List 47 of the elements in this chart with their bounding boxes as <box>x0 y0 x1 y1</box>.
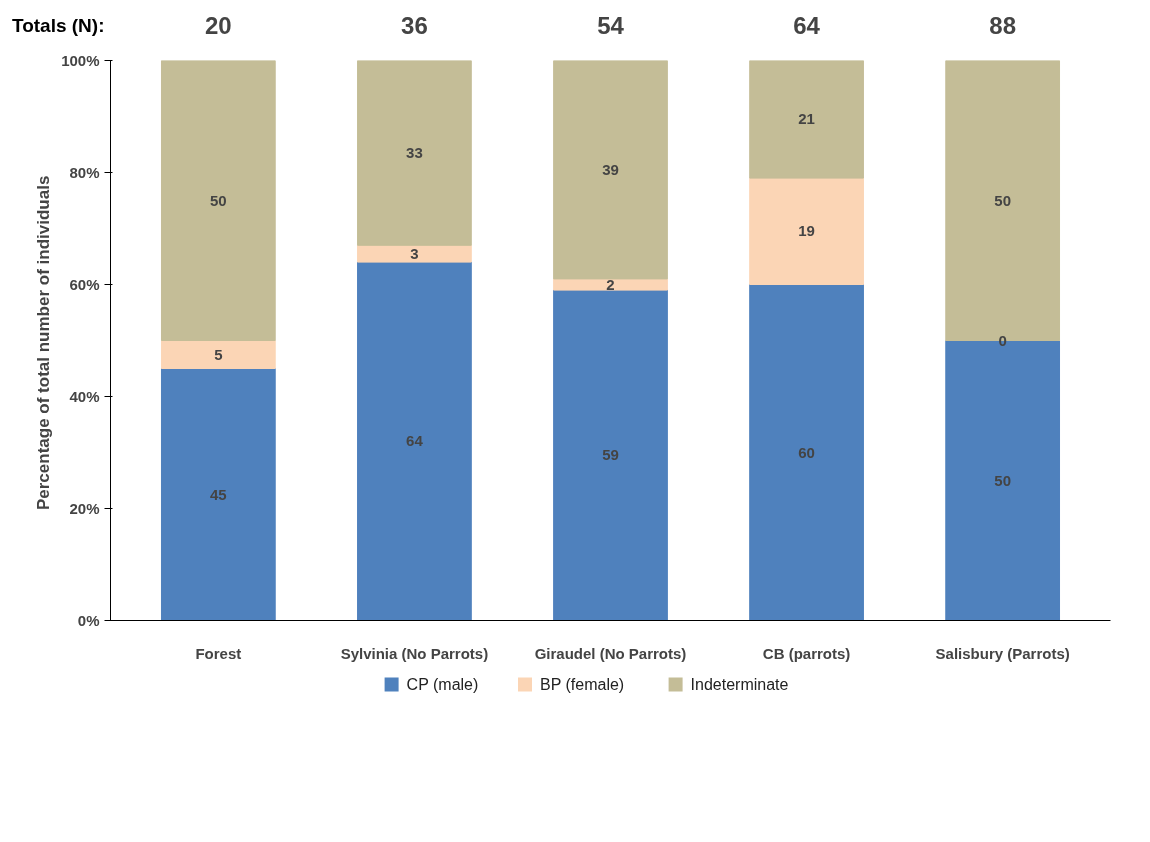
y-tick-label: 100% <box>61 52 100 69</box>
x-tick-label: Giraudel (No Parrots) <box>534 644 687 662</box>
y-tick-label: 0% <box>77 612 100 629</box>
legend-label: CP (male) <box>406 676 479 693</box>
text: 54 <box>597 12 625 39</box>
data-label: 39 <box>602 160 619 178</box>
text: 20 <box>205 12 232 39</box>
x-tick-label: Salisbury (Parrots) <box>935 644 1070 662</box>
bar <box>749 284 864 621</box>
data-label: 50 <box>994 191 1011 209</box>
bar <box>357 261 472 621</box>
data-label: 5 <box>214 345 223 363</box>
bar <box>357 60 472 246</box>
text: Totals (N): <box>11 15 105 36</box>
data-label: 60 <box>798 443 815 461</box>
bar <box>553 60 668 280</box>
data-label: 50 <box>210 191 227 209</box>
bar <box>749 177 864 285</box>
data-label: 33 <box>406 143 423 161</box>
x-tick-label: CB (parrots) <box>762 644 851 662</box>
data-label: 0 <box>998 331 1007 349</box>
bar <box>160 60 276 341</box>
y-tick-label: 80% <box>69 164 100 181</box>
text: 64 <box>793 12 821 39</box>
data-label: 19 <box>798 222 815 240</box>
x-tick-label: Forest <box>195 644 242 662</box>
y-tick-label: 60% <box>69 276 100 293</box>
bar <box>160 368 276 621</box>
data-label: 50 <box>994 471 1011 489</box>
bar <box>553 289 668 621</box>
data-label: 64 <box>406 432 424 450</box>
data-label: 21 <box>798 110 815 128</box>
y-axis-title: Percentage of total number of individuals <box>34 175 54 511</box>
text: 36 <box>401 12 428 39</box>
bar <box>160 340 276 369</box>
data-label: 2 <box>606 275 615 293</box>
legend-label: BP (female) <box>540 676 625 693</box>
y-tick-label: 40% <box>69 388 100 405</box>
text: 88 <box>989 12 1017 39</box>
bar <box>357 244 472 263</box>
y-tick-label: 20% <box>69 500 100 517</box>
x-tick-label: Sylvinia (No Parrots) <box>340 644 489 662</box>
data-label: 59 <box>602 446 619 464</box>
data-label: 45 <box>210 485 227 503</box>
data-label: 3 <box>410 244 419 262</box>
bar <box>749 60 864 179</box>
legend-label: Indeterminate <box>690 676 789 693</box>
